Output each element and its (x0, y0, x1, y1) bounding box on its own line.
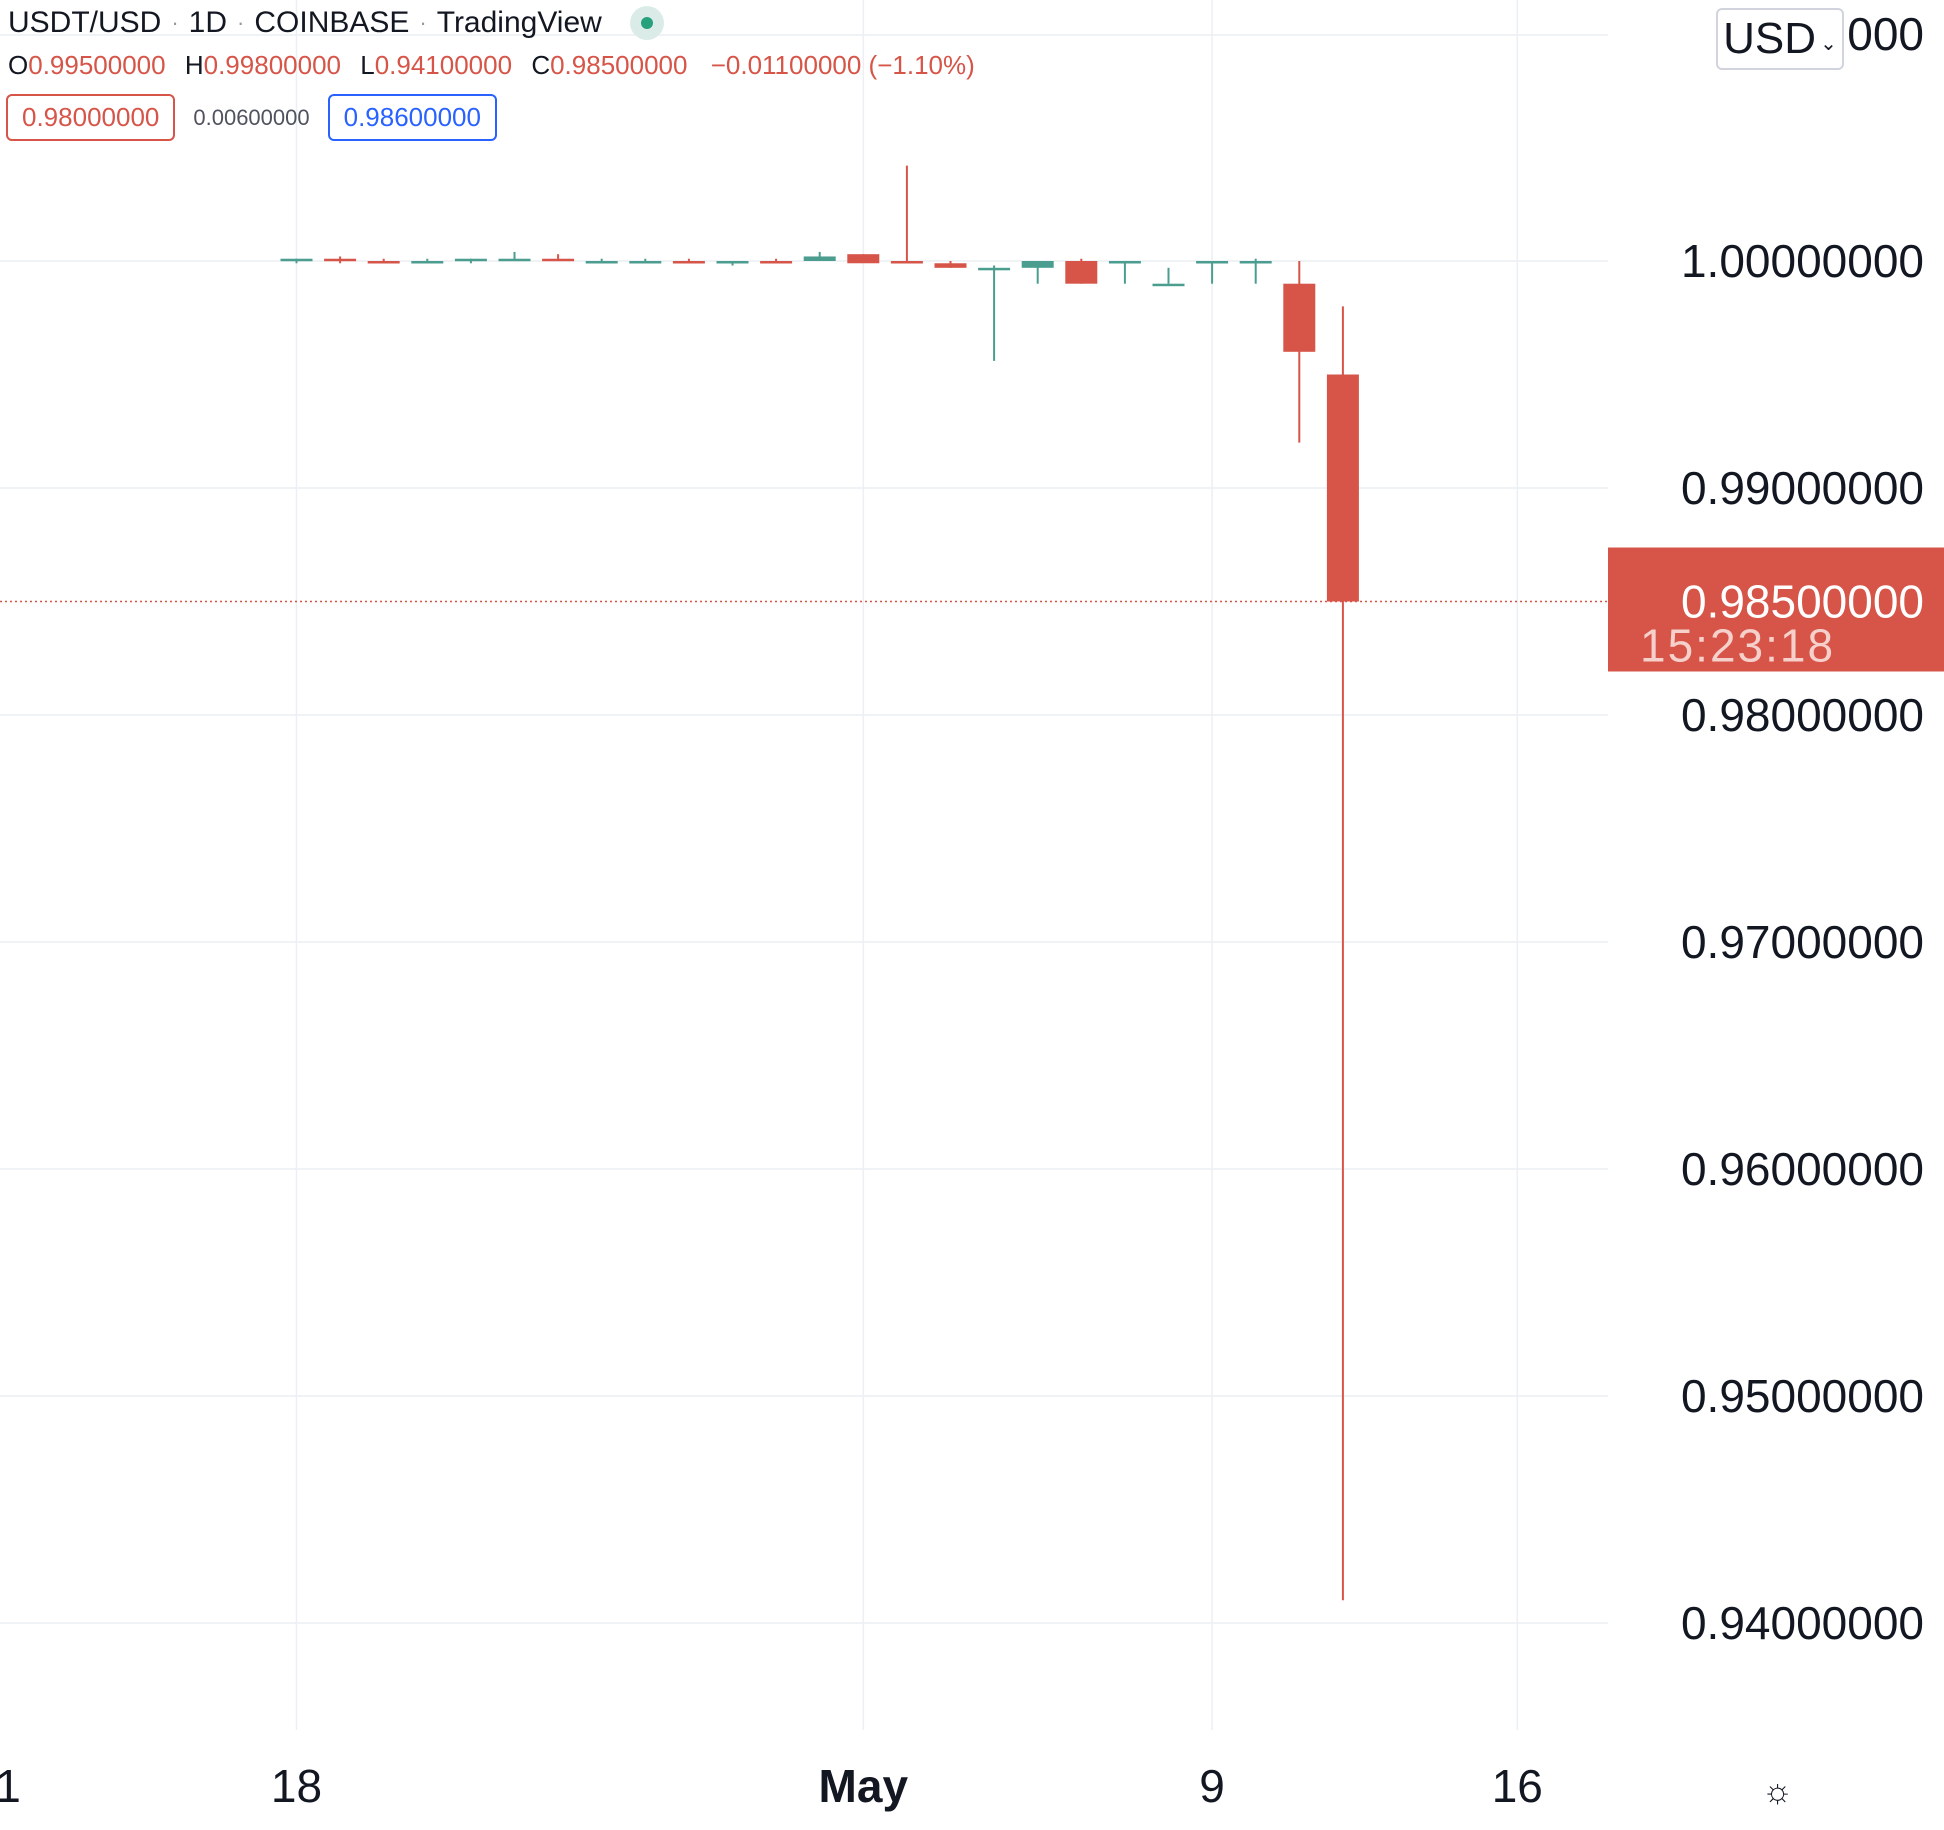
y-axis-tick-label: 0.98000000 (1681, 689, 1924, 741)
candle-body[interactable] (1196, 261, 1229, 264)
candle-body[interactable] (978, 267, 1011, 271)
x-axis-tick-label: 18 (271, 1760, 322, 1812)
candle-body[interactable] (1108, 261, 1141, 264)
countdown-label: 15:23:18 (1640, 620, 1835, 672)
candle-body[interactable] (367, 261, 400, 264)
candle-body[interactable] (934, 263, 967, 268)
spread-value: 0.00600000 (193, 104, 310, 130)
candle-body[interactable] (585, 261, 618, 264)
y-axis-tick-label: 0.94000000 (1681, 1597, 1924, 1649)
y-axis-tick-label: 0.99000000 (1681, 462, 1924, 514)
symbol-legend: USDT/USD · 1D · COINBASE · TradingView (8, 6, 664, 40)
currency-label: USD (1723, 14, 1817, 63)
candle-body[interactable] (1283, 283, 1316, 352)
y-axis-tick-label: 0.95000000 (1681, 1370, 1924, 1422)
separator: · (419, 10, 427, 35)
x-axis-tick-label: 9 (1199, 1760, 1225, 1812)
low-value: 0.94100000 (374, 50, 513, 80)
open-key: O (8, 50, 29, 80)
separator: · (237, 10, 245, 35)
candle-body[interactable] (324, 258, 357, 262)
candle-body[interactable] (1065, 261, 1098, 284)
candle-body[interactable] (280, 258, 313, 262)
close-value: 0.98500000 (550, 50, 688, 80)
open-value: 0.99500000 (28, 50, 166, 80)
candle-body[interactable] (498, 258, 531, 262)
x-axis-tick-label: 16 (1492, 1760, 1543, 1812)
separator: · (171, 10, 179, 35)
candle-body[interactable] (803, 256, 836, 261)
x-axis-tick-label: 1 (0, 1760, 21, 1812)
x-axis-tick-label: May (819, 1760, 909, 1812)
interval-label[interactable]: 1D (188, 6, 228, 39)
bid-price-button[interactable]: 0.98000000 (6, 94, 176, 141)
candle-body[interactable] (1021, 261, 1054, 268)
candle-body[interactable] (411, 261, 444, 264)
last-price-label-box (1608, 547, 1944, 672)
symbol-name[interactable]: USDT/USD (8, 6, 162, 39)
candle-body[interactable] (1326, 374, 1359, 602)
y-axis-tick-label: 0.97000000 (1681, 916, 1924, 968)
high-value: 0.99800000 (203, 50, 341, 80)
y-axis-tick-label: 0.96000000 (1681, 1143, 1924, 1195)
ohlc-legend: O0.99500000 H0.99800000 L0.94100000 C0.9… (8, 50, 975, 81)
candle-body[interactable] (454, 258, 487, 262)
candle-body[interactable] (672, 261, 705, 264)
candle-body[interactable] (890, 261, 923, 264)
ask-price-button[interactable]: 0.98600000 (327, 94, 497, 141)
provider-label: TradingView (436, 6, 602, 39)
change-value: −0.01100000 (−1.10%) (710, 50, 975, 80)
candle-body[interactable] (1152, 283, 1185, 287)
sun-gear-icon[interactable]: ☼ (1762, 1772, 1794, 1810)
market-status-icon[interactable] (629, 6, 664, 40)
quote-legend: 0.98000000 0.00600000 0.98600000 (6, 94, 497, 141)
last-price-label: 0.98500000 (1681, 576, 1924, 628)
low-key: L (360, 50, 375, 80)
candle-body[interactable] (760, 261, 793, 264)
candle-body[interactable] (847, 254, 880, 264)
chevron-down-icon: ⌄ (1820, 32, 1837, 55)
candle-body[interactable] (1239, 261, 1272, 264)
close-key: C (531, 50, 551, 80)
candle-body[interactable] (629, 261, 662, 264)
y-axis-tick-label: 1.00000000 (1681, 235, 1924, 287)
candle-body[interactable] (542, 258, 575, 262)
candle-body[interactable] (716, 261, 749, 264)
high-key: H (184, 50, 204, 80)
exchange-label: COINBASE (254, 6, 410, 39)
currency-select-button[interactable]: USD ⌄ (1716, 8, 1844, 70)
